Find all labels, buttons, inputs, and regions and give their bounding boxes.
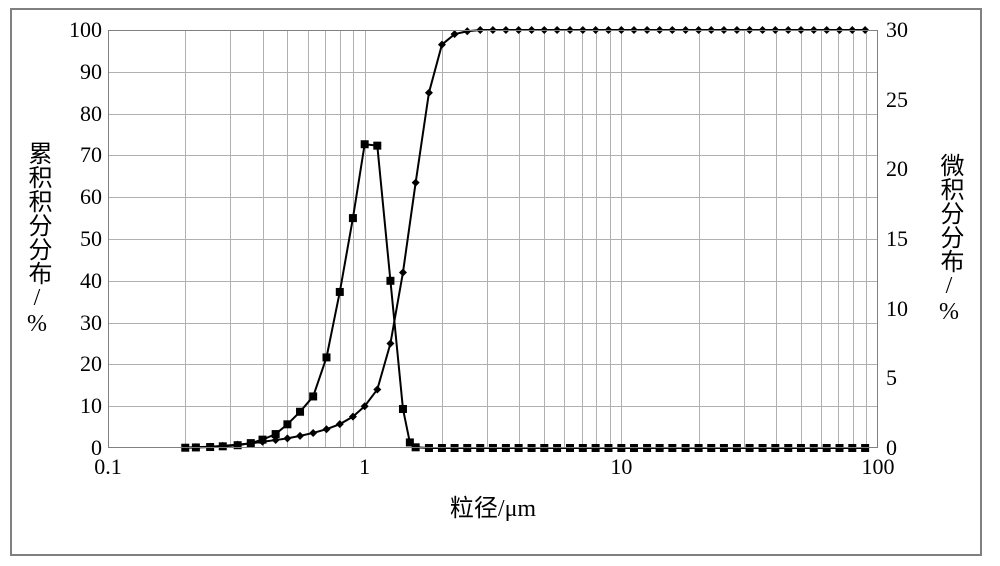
y-left-tick-label: 70 bbox=[58, 142, 102, 168]
chart-frame: 0.1110100 0102030405060708090100 0510152… bbox=[10, 8, 982, 556]
y-left-tick-label: 40 bbox=[58, 268, 102, 294]
y-left-tick-label: 50 bbox=[58, 226, 102, 252]
y-left-tick-label: 100 bbox=[58, 17, 102, 43]
plot-area bbox=[108, 30, 878, 448]
y-left-tick-label: 60 bbox=[58, 184, 102, 210]
y-right-tick-label: 5 bbox=[886, 365, 897, 391]
y-right-axis-label: 微积分分布/% bbox=[932, 153, 967, 325]
y-right-tick-label: 10 bbox=[886, 296, 908, 322]
chart-container: 0.1110100 0102030405060708090100 0510152… bbox=[0, 0, 1000, 566]
y-left-tick-label: 30 bbox=[58, 310, 102, 336]
y-right-tick-label: 0 bbox=[886, 435, 897, 461]
x-tick-label: 1 bbox=[359, 454, 370, 480]
y-left-tick-label: 90 bbox=[58, 59, 102, 85]
y-right-tick-label: 25 bbox=[886, 87, 908, 113]
y-left-tick-label: 20 bbox=[58, 351, 102, 377]
y-right-tick-label: 15 bbox=[886, 226, 908, 252]
y-left-axis-label: 累积积分分布/% bbox=[20, 141, 55, 337]
y-right-tick-label: 20 bbox=[886, 156, 908, 182]
y-left-tick-label: 80 bbox=[58, 101, 102, 127]
x-axis-label: 粒径/μm bbox=[450, 488, 536, 523]
series-layer bbox=[108, 30, 878, 448]
y-right-tick-label: 30 bbox=[886, 17, 908, 43]
y-left-tick-label: 0 bbox=[58, 435, 102, 461]
x-tick-label: 10 bbox=[610, 454, 632, 480]
y-left-tick-label: 10 bbox=[58, 393, 102, 419]
